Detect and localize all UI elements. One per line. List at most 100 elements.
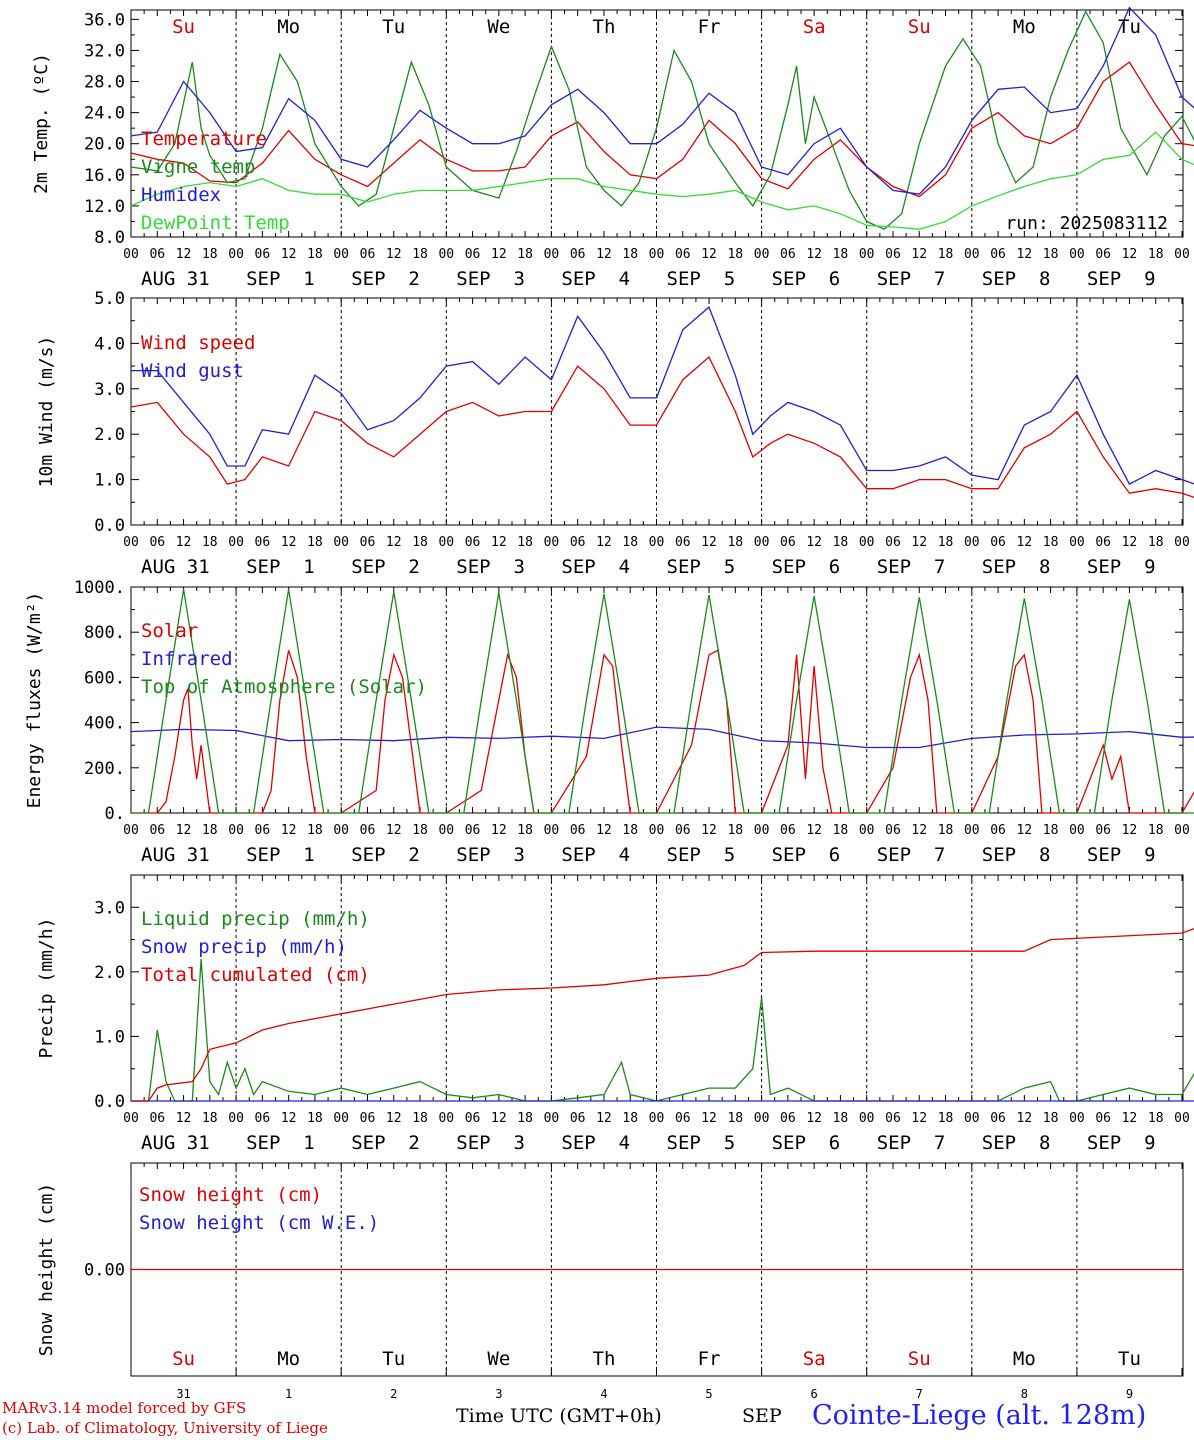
y-tick-label: 20.0 bbox=[84, 135, 125, 155]
hour-label: 18 bbox=[938, 823, 954, 838]
hour-label: 00 bbox=[649, 535, 665, 550]
date-label: SEP 7 bbox=[877, 556, 946, 578]
hour-label: 12 bbox=[806, 823, 822, 838]
hour-label: 00 bbox=[544, 247, 560, 262]
lab-credit: (c) Lab. of Climatology, University of L… bbox=[2, 1419, 328, 1437]
hour-label: 12 bbox=[911, 823, 927, 838]
hour-label: 18 bbox=[412, 247, 428, 262]
hour-label: 06 bbox=[990, 823, 1006, 838]
legend-entry: Top of Atmosphere (Solar) bbox=[141, 676, 427, 698]
hour-label: 12 bbox=[1122, 535, 1138, 550]
hour-label: 00 bbox=[333, 247, 349, 262]
day-label: Tu bbox=[382, 1348, 405, 1370]
panel-wind: 0.0 1.0 2.0 3.0 4.0 5.0 10m Wind (m/s) Wind spe… bbox=[36, 289, 1194, 578]
hour-label: 18 bbox=[517, 535, 533, 550]
hour-label: 12 bbox=[386, 535, 402, 550]
hour-label: 06 bbox=[780, 247, 796, 262]
hour-label: 06 bbox=[255, 247, 271, 262]
run-annotation: run: 2025083112 bbox=[1005, 213, 1168, 234]
hour-label: 06 bbox=[570, 823, 586, 838]
hour-label: 06 bbox=[465, 247, 481, 262]
hour-label: 06 bbox=[149, 823, 165, 838]
day-label: Su bbox=[908, 1348, 931, 1370]
day-label: Mo bbox=[1013, 1348, 1036, 1370]
hour-label: 12 bbox=[701, 823, 717, 838]
date-label: AUG 31 bbox=[141, 1132, 210, 1154]
hour-label: 00 bbox=[333, 535, 349, 550]
y-tick-label: 800. bbox=[84, 623, 125, 643]
day-label: Fr bbox=[698, 16, 721, 38]
day-label: Mo bbox=[277, 1348, 300, 1370]
day-label: Sa bbox=[803, 16, 826, 38]
hour-label: 18 bbox=[202, 247, 218, 262]
hour-label: 06 bbox=[465, 823, 481, 838]
hour-label: 12 bbox=[386, 1111, 402, 1126]
day-label: Su bbox=[172, 1348, 195, 1370]
series-line-humidex bbox=[130, 6, 1194, 195]
hour-label: 06 bbox=[360, 247, 376, 262]
date-label: AUG 31 bbox=[141, 844, 210, 866]
day-label: Th bbox=[593, 1348, 616, 1370]
date-label: SEP 5 bbox=[667, 1132, 736, 1154]
date-label: SEP 6 bbox=[772, 556, 841, 578]
date-label: SEP 8 bbox=[982, 556, 1051, 578]
legend-entry: Temperature bbox=[141, 128, 267, 150]
hour-label: 00 bbox=[1174, 823, 1190, 838]
hour-label: 18 bbox=[938, 247, 954, 262]
hour-label: 18 bbox=[1148, 535, 1164, 550]
hour-label: 12 bbox=[281, 247, 297, 262]
day-label: Th bbox=[593, 16, 616, 38]
series-line-top-of-atmosphere-solar- bbox=[131, 589, 1194, 814]
hour-label: 06 bbox=[360, 1111, 376, 1126]
hour-label: 06 bbox=[780, 1111, 796, 1126]
hour-label: 12 bbox=[1017, 823, 1033, 838]
hour-label: 12 bbox=[491, 535, 507, 550]
hour-label: 00 bbox=[438, 823, 454, 838]
hour-label: 00 bbox=[1174, 247, 1190, 262]
y-tick-label: 2.0 bbox=[94, 963, 125, 983]
hour-label: 12 bbox=[701, 535, 717, 550]
hour-label: 00 bbox=[964, 247, 980, 262]
date-number-label: 7 bbox=[916, 1387, 923, 1400]
hour-label: 12 bbox=[806, 1111, 822, 1126]
hour-label: 06 bbox=[885, 1111, 901, 1126]
date-label: SEP 7 bbox=[877, 844, 946, 866]
y-tick-label: 3.0 bbox=[94, 380, 125, 400]
date-number-label: 6 bbox=[811, 1387, 818, 1400]
hour-label: 12 bbox=[1122, 247, 1138, 262]
hour-label: 12 bbox=[1122, 823, 1138, 838]
legend-entry: DewPoint Temp bbox=[141, 212, 290, 234]
hour-label: 00 bbox=[228, 1111, 244, 1126]
hour-label: 00 bbox=[123, 535, 139, 550]
hour-label: 00 bbox=[649, 247, 665, 262]
date-label: SEP 1 bbox=[246, 268, 315, 290]
hour-label: 18 bbox=[833, 247, 849, 262]
date-label: SEP 4 bbox=[561, 1132, 630, 1154]
hour-label: 00 bbox=[228, 535, 244, 550]
hour-label: 18 bbox=[202, 823, 218, 838]
date-label: SEP 3 bbox=[456, 1132, 525, 1154]
day-label: Sa bbox=[803, 1348, 826, 1370]
panel-snow: 0.00 Snow height (cm) Snow height (cm) Snow… bbox=[36, 1162, 1184, 1401]
hour-label: 00 bbox=[859, 1111, 875, 1126]
hour-label: 06 bbox=[1095, 1111, 1111, 1126]
hour-label: 18 bbox=[1148, 1111, 1164, 1126]
hour-label: 12 bbox=[911, 535, 927, 550]
series-line-liquid-precip-mm-h- bbox=[131, 958, 1194, 1102]
y-tick-label: 1000. bbox=[74, 578, 125, 598]
hour-label: 12 bbox=[596, 535, 612, 550]
y-axis-title: 2m Temp. (ºC) bbox=[31, 53, 52, 194]
y-tick-label: 1.0 bbox=[94, 471, 125, 491]
hour-label: 06 bbox=[675, 247, 691, 262]
y-tick-label: 0.0 bbox=[94, 1092, 125, 1112]
hour-label: 12 bbox=[281, 1111, 297, 1126]
date-label: SEP 6 bbox=[772, 268, 841, 290]
footer-credits: MARv3.14 model forced by GFS (c) Lab. of… bbox=[2, 1398, 328, 1438]
date-label: SEP 7 bbox=[877, 268, 946, 290]
hour-label: 06 bbox=[780, 823, 796, 838]
date-label: SEP 3 bbox=[456, 268, 525, 290]
legend-entry: Solar bbox=[141, 620, 198, 642]
hour-label: 00 bbox=[438, 1111, 454, 1126]
hour-label: 00 bbox=[859, 247, 875, 262]
day-label: We bbox=[487, 1348, 510, 1370]
